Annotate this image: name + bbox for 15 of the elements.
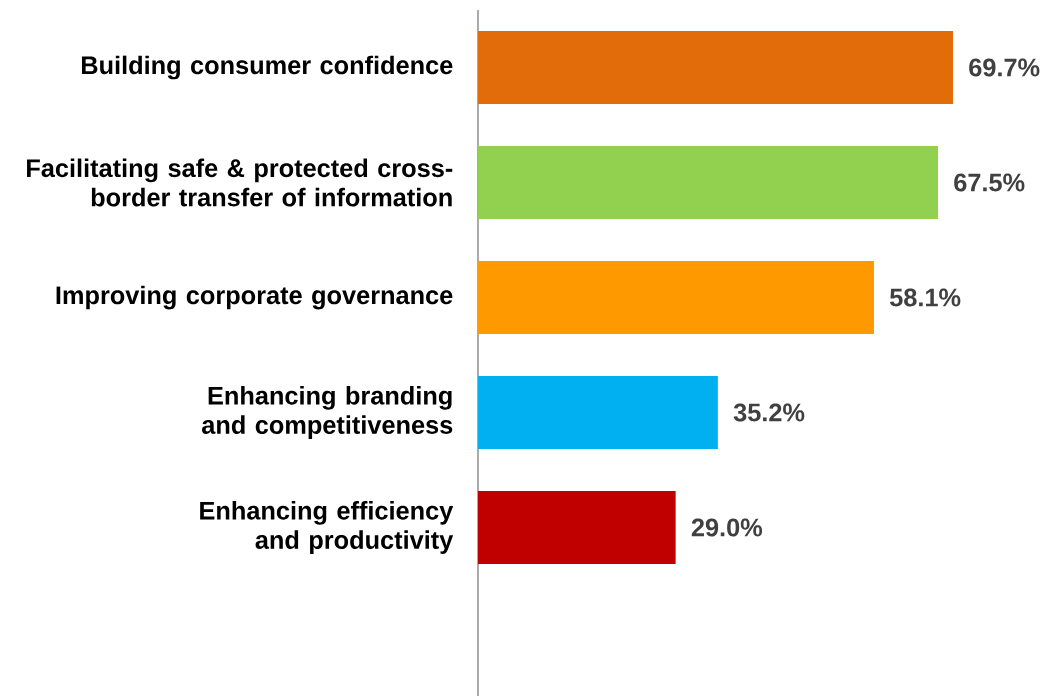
y-tick-label: Improving corporate governance (56, 285, 453, 310)
bar (478, 146, 939, 220)
y-tick-label: Facilitating safe & protected cross-border transfer of information (27, 158, 453, 207)
y-tick-label: Enhancing efficiency and productivity (200, 501, 454, 555)
data-label: 58.1% (889, 288, 961, 307)
data-label: 29.0% (691, 518, 763, 537)
data-label: 35.2% (733, 403, 805, 422)
bar (478, 491, 676, 565)
data-label: 69.7% (969, 58, 1040, 77)
bar (478, 261, 874, 335)
data-label: 67.5% (954, 173, 1025, 192)
bar (478, 376, 718, 450)
y-tick-label: Building consumer confidence (81, 55, 453, 80)
bar (478, 31, 953, 105)
y-tick-label: Enhancing branding and competitiveness (202, 386, 453, 440)
